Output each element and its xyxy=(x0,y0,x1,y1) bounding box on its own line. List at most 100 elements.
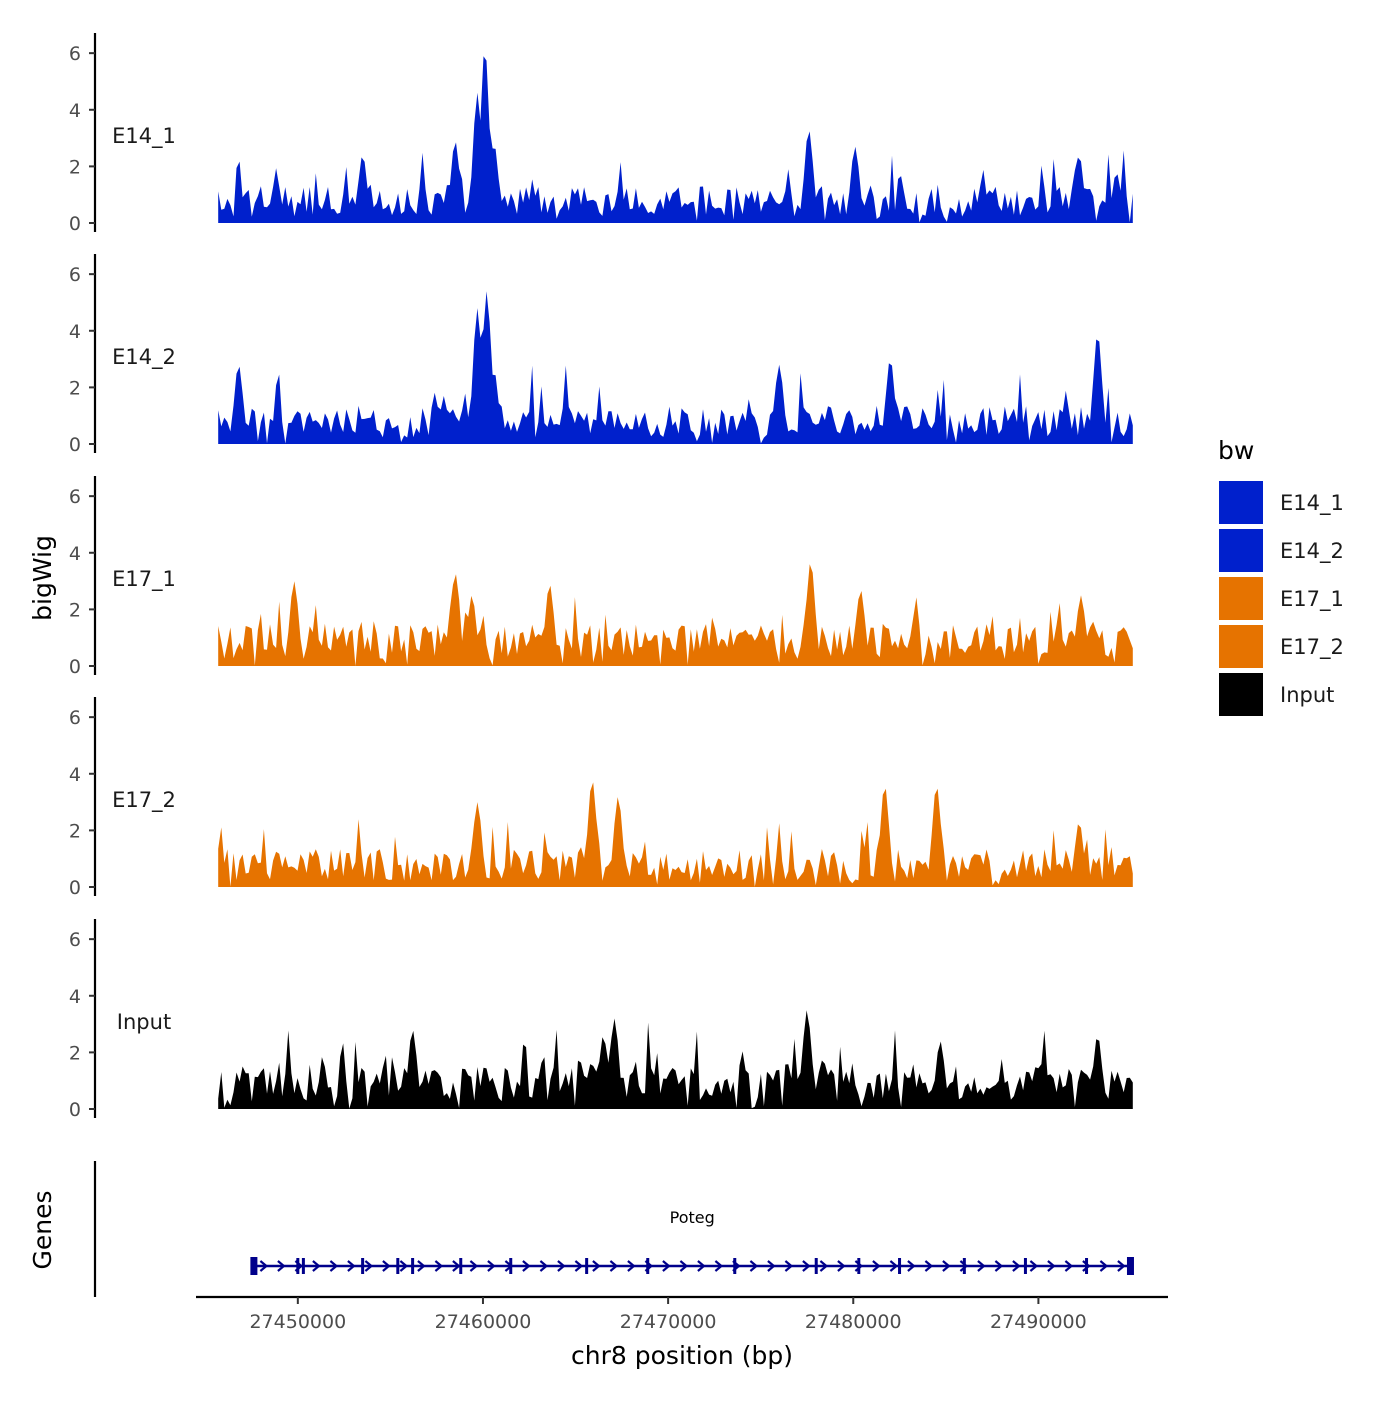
exon xyxy=(898,1258,902,1274)
strand-arrow xyxy=(907,1260,916,1272)
y-axis-title: bigWig xyxy=(28,535,57,621)
exon xyxy=(962,1258,966,1274)
strand-arrow xyxy=(1029,1260,1039,1272)
legend-label-E17_1: E17_1 xyxy=(1280,587,1344,612)
track-label: Input xyxy=(117,1010,171,1034)
strand-arrow xyxy=(784,1260,794,1272)
legend-key-E17_1 xyxy=(1219,577,1263,620)
legend-key-Input xyxy=(1219,673,1263,716)
strand-arrow xyxy=(837,1260,846,1272)
track-label: E14_1 xyxy=(112,124,176,149)
y-tick-label: 2 xyxy=(69,820,81,842)
exon-first xyxy=(250,1257,258,1275)
y-tick-label: 6 xyxy=(69,486,81,508)
coverage-area-E17_2 xyxy=(218,782,1133,887)
strand-arrow xyxy=(1117,1260,1126,1272)
track-label: E17_1 xyxy=(112,567,176,592)
exon xyxy=(1023,1258,1027,1274)
legend-label-E14_2: E14_2 xyxy=(1280,539,1344,564)
y-tick-label: 4 xyxy=(69,100,81,122)
track-E14_2: 0 2 4 6 E14_2 xyxy=(69,254,1133,456)
legend: bw E14_1 E14_2 E17_1 E17_2 Input xyxy=(1218,436,1344,716)
strand-arrow xyxy=(522,1260,531,1272)
legend-key-E17_2 xyxy=(1219,625,1263,668)
strand-arrow xyxy=(259,1260,269,1272)
genes-track-label: Genes xyxy=(28,1190,57,1269)
strand-arrow xyxy=(434,1260,444,1272)
strand-arrow xyxy=(417,1260,426,1272)
track-E14_1: 0 2 4 6 E14_1 xyxy=(69,33,1133,235)
y-tick-label: 6 xyxy=(69,707,81,729)
track-E17_2: 0 2 4 6 E17_2 xyxy=(69,697,1133,899)
strand-arrow xyxy=(1082,1260,1091,1272)
gene-Poteg: Poteg xyxy=(250,1208,1134,1275)
strand-arrow xyxy=(364,1260,374,1272)
exon xyxy=(585,1258,589,1274)
coverage-area-E14_2 xyxy=(218,291,1133,444)
gene-name: Poteg xyxy=(670,1208,715,1227)
legend-title: bw xyxy=(1218,436,1254,465)
strand-arrow xyxy=(277,1260,286,1272)
legend-label-Input: Input xyxy=(1280,683,1334,707)
strand-arrow xyxy=(1012,1260,1021,1272)
x-tick-label: 27480000 xyxy=(805,1311,902,1333)
strand-arrow xyxy=(959,1260,969,1272)
exon xyxy=(296,1258,300,1274)
strand-arrow xyxy=(609,1260,619,1272)
strand-arrow xyxy=(662,1260,671,1272)
exon xyxy=(509,1258,513,1274)
y-tick-label: 4 xyxy=(69,764,81,786)
strand-arrow xyxy=(679,1260,689,1272)
legend-label-E14_1: E14_1 xyxy=(1280,491,1344,516)
coverage-area-E17_1 xyxy=(218,564,1133,666)
strand-arrow xyxy=(312,1260,321,1272)
y-tick-label: 2 xyxy=(69,599,81,621)
y-tick-label: 0 xyxy=(69,877,81,899)
strand-arrow xyxy=(347,1260,356,1272)
legend-key-E14_1 xyxy=(1219,481,1263,524)
strand-arrow xyxy=(574,1260,584,1272)
strand-arrow xyxy=(592,1260,601,1272)
exon xyxy=(361,1258,365,1274)
strand-arrow xyxy=(889,1260,899,1272)
x-tick-label: 27470000 xyxy=(620,1311,717,1333)
y-tick-label: 2 xyxy=(69,1042,81,1064)
strand-arrow xyxy=(977,1260,986,1272)
y-tick-label: 2 xyxy=(69,156,81,178)
exon xyxy=(301,1258,305,1274)
y-tick-label: 0 xyxy=(69,656,81,678)
strand-arrow xyxy=(399,1260,409,1272)
strand-arrow xyxy=(749,1260,759,1272)
strand-arrow xyxy=(872,1260,881,1272)
track-E17_1: 0 2 4 6 E17_1 xyxy=(69,476,1133,678)
exon-last xyxy=(1126,1257,1134,1275)
strand-arrow xyxy=(1064,1260,1074,1272)
x-tick-label: 27450000 xyxy=(249,1311,346,1333)
strand-arrow xyxy=(452,1260,461,1272)
exon xyxy=(646,1258,650,1274)
strand-arrow xyxy=(924,1260,934,1272)
coverage-area-Input xyxy=(218,1010,1133,1109)
track-label: E14_2 xyxy=(112,345,176,370)
x-tick-label: 27460000 xyxy=(435,1311,532,1333)
exon xyxy=(857,1258,861,1274)
strand-arrow xyxy=(1099,1260,1109,1272)
strand-arrow xyxy=(767,1260,776,1272)
track-label: E17_2 xyxy=(112,788,176,813)
y-tick-label: 2 xyxy=(69,377,81,399)
strand-arrow xyxy=(942,1260,951,1272)
exon xyxy=(733,1258,737,1274)
strand-arrow xyxy=(469,1260,479,1272)
strand-arrow xyxy=(627,1260,636,1272)
y-tick-label: 4 xyxy=(69,543,81,565)
exon xyxy=(396,1258,400,1274)
strand-arrow xyxy=(714,1260,724,1272)
x-axis: 27450000 27460000 27470000 27480000 27490000 xyxy=(196,1295,1168,1333)
gene-panel: Genes Poteg xyxy=(28,1161,1134,1297)
y-tick-label: 6 xyxy=(69,264,81,286)
x-tick-label: 27490000 xyxy=(990,1311,1087,1333)
legend-label-E17_2: E17_2 xyxy=(1280,635,1344,660)
x-axis-title: chr8 position (bp) xyxy=(571,1341,793,1370)
strand-arrow xyxy=(539,1260,549,1272)
